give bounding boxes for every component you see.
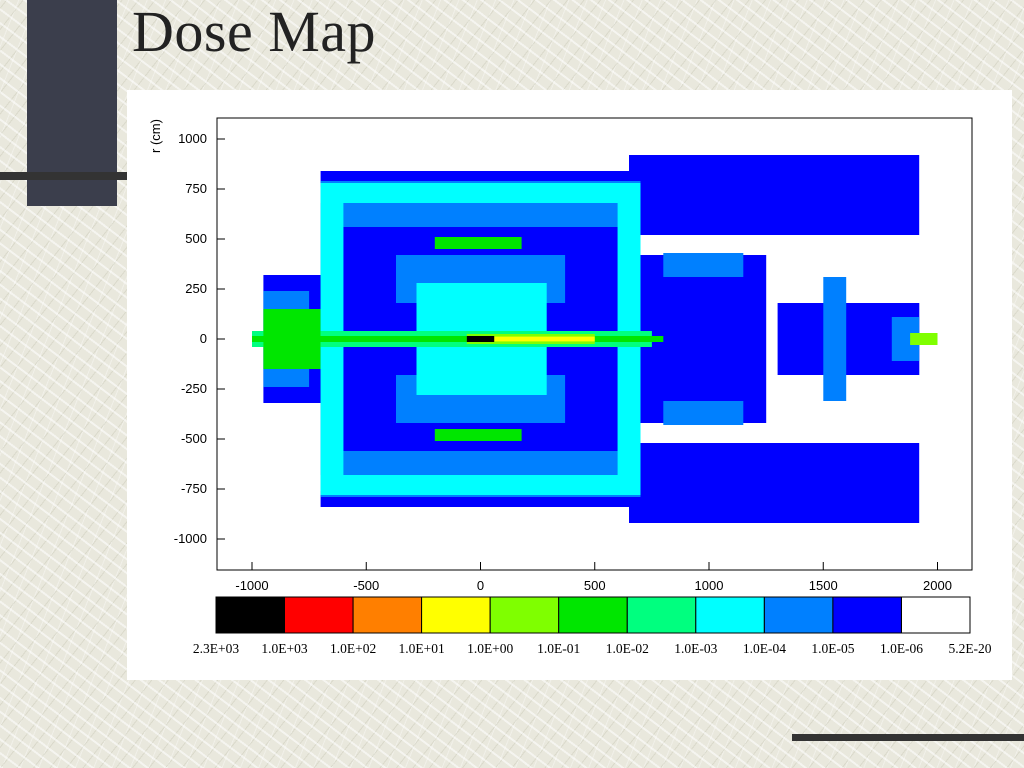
dose-region: [320, 183, 641, 203]
y-axis-label: r (cm): [148, 119, 163, 153]
color-scale-label: 1.0E-05: [811, 641, 854, 656]
dose-region: [823, 277, 847, 401]
y-tick-label: -750: [181, 481, 207, 496]
y-tick-label: -1000: [174, 531, 207, 546]
y-tick-label: 500: [185, 231, 207, 246]
y-tick-label: 0: [200, 331, 207, 346]
dose-map-chart: -1000 -500 0 500 1000 1500 2000 1000 750 500 250 0 -…: [148, 117, 992, 656]
color-scale-label: 1.0E+03: [261, 641, 307, 656]
dose-region: [416, 283, 547, 333]
dose-region: [663, 401, 744, 425]
color-scale-label: 1.0E+00: [467, 641, 513, 656]
x-tick-label: 0: [477, 578, 484, 593]
color-scale-swatch: [352, 596, 423, 634]
color-scale-label: 1.0E-03: [674, 641, 717, 656]
color-scale-swatch: [215, 596, 285, 634]
color-scale-label: 1.0E-04: [743, 641, 786, 656]
color-scale-swatch: [901, 596, 971, 634]
color-scale-label: 1.0E-01: [537, 641, 580, 656]
x-tick-label: 2000: [923, 578, 952, 593]
y-tick-label: 750: [185, 181, 207, 196]
color-scale-label: 1.0E+02: [330, 641, 376, 656]
color-scale-swatch: [626, 596, 697, 634]
dose-region: [910, 333, 938, 345]
color-scale-swatch: [695, 596, 765, 634]
dose-region: [434, 237, 522, 249]
color-scale-label: 1.0E-02: [606, 641, 649, 656]
color-scale-swatch: [763, 596, 834, 634]
left-divider-rule: [0, 172, 128, 180]
y-tick-label: 250: [185, 281, 207, 296]
figure-panel: -1000 -500 0 500 1000 1500 2000 1000 750 500 250 0 -…: [127, 90, 1012, 680]
dose-region: [416, 345, 547, 395]
title-accent-block: [27, 0, 117, 206]
y-tick-label: 1000: [178, 131, 207, 146]
color-scale-label: 5.2E-20: [948, 641, 991, 656]
color-scale-swatch: [832, 596, 902, 634]
y-tick-label: -500: [181, 431, 207, 446]
color-scale-swatch: [558, 596, 628, 634]
x-tick-label: -1000: [235, 578, 268, 593]
color-scale-label: 1.0E+01: [398, 641, 444, 656]
color-scale-swatch: [489, 596, 560, 634]
color-scale-label: 1.0E-06: [880, 641, 923, 656]
dose-region: [320, 475, 641, 495]
dose-region: [466, 336, 495, 342]
color-scale-label: 2.3E+03: [193, 641, 239, 656]
slide-title: Dose Map: [132, 0, 377, 64]
dose-region: [434, 429, 522, 441]
x-tick-label: -500: [353, 578, 379, 593]
color-scale-swatch: [421, 596, 491, 634]
dose-regions: [252, 143, 938, 535]
y-tick-label: -250: [181, 381, 207, 396]
x-tick-label: 1500: [809, 578, 838, 593]
dose-region: [252, 336, 664, 342]
dose-region: [629, 155, 920, 235]
x-tick-label: 500: [584, 578, 606, 593]
dose-region: [663, 253, 744, 277]
color-scale-swatch: [284, 596, 354, 634]
x-tick-label: 1000: [695, 578, 724, 593]
dose-region: [494, 336, 595, 342]
right-divider-rule: [792, 734, 1024, 741]
dose-region: [629, 443, 920, 523]
